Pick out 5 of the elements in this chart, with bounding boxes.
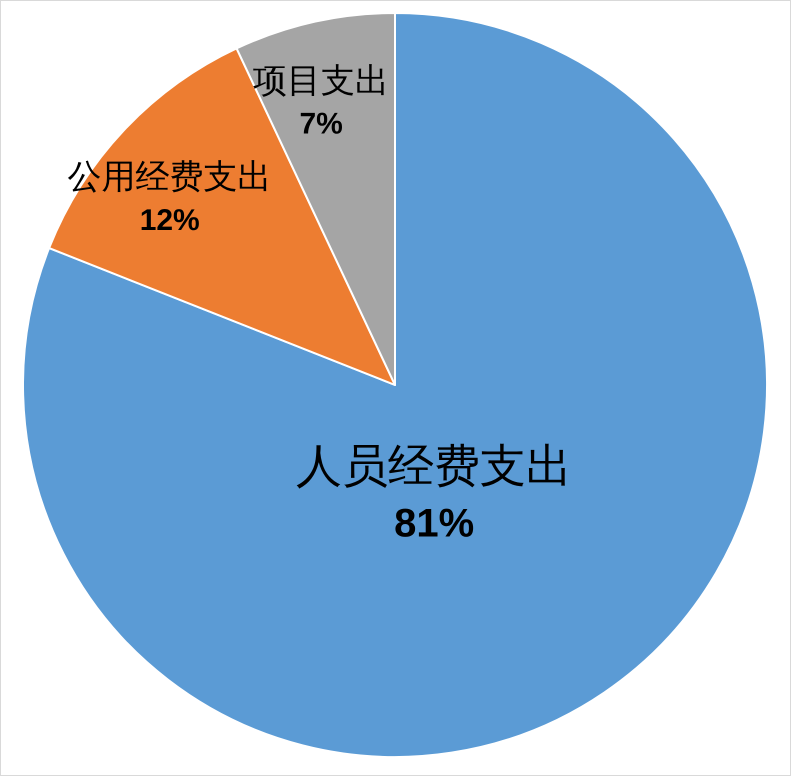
slice-label: 人员经费支出 [296, 440, 572, 492]
data-label: 7% [299, 108, 343, 141]
slice-label: 项目支出 [253, 62, 390, 100]
data-label: 81% [394, 502, 474, 546]
data-label: 12% [140, 204, 200, 237]
